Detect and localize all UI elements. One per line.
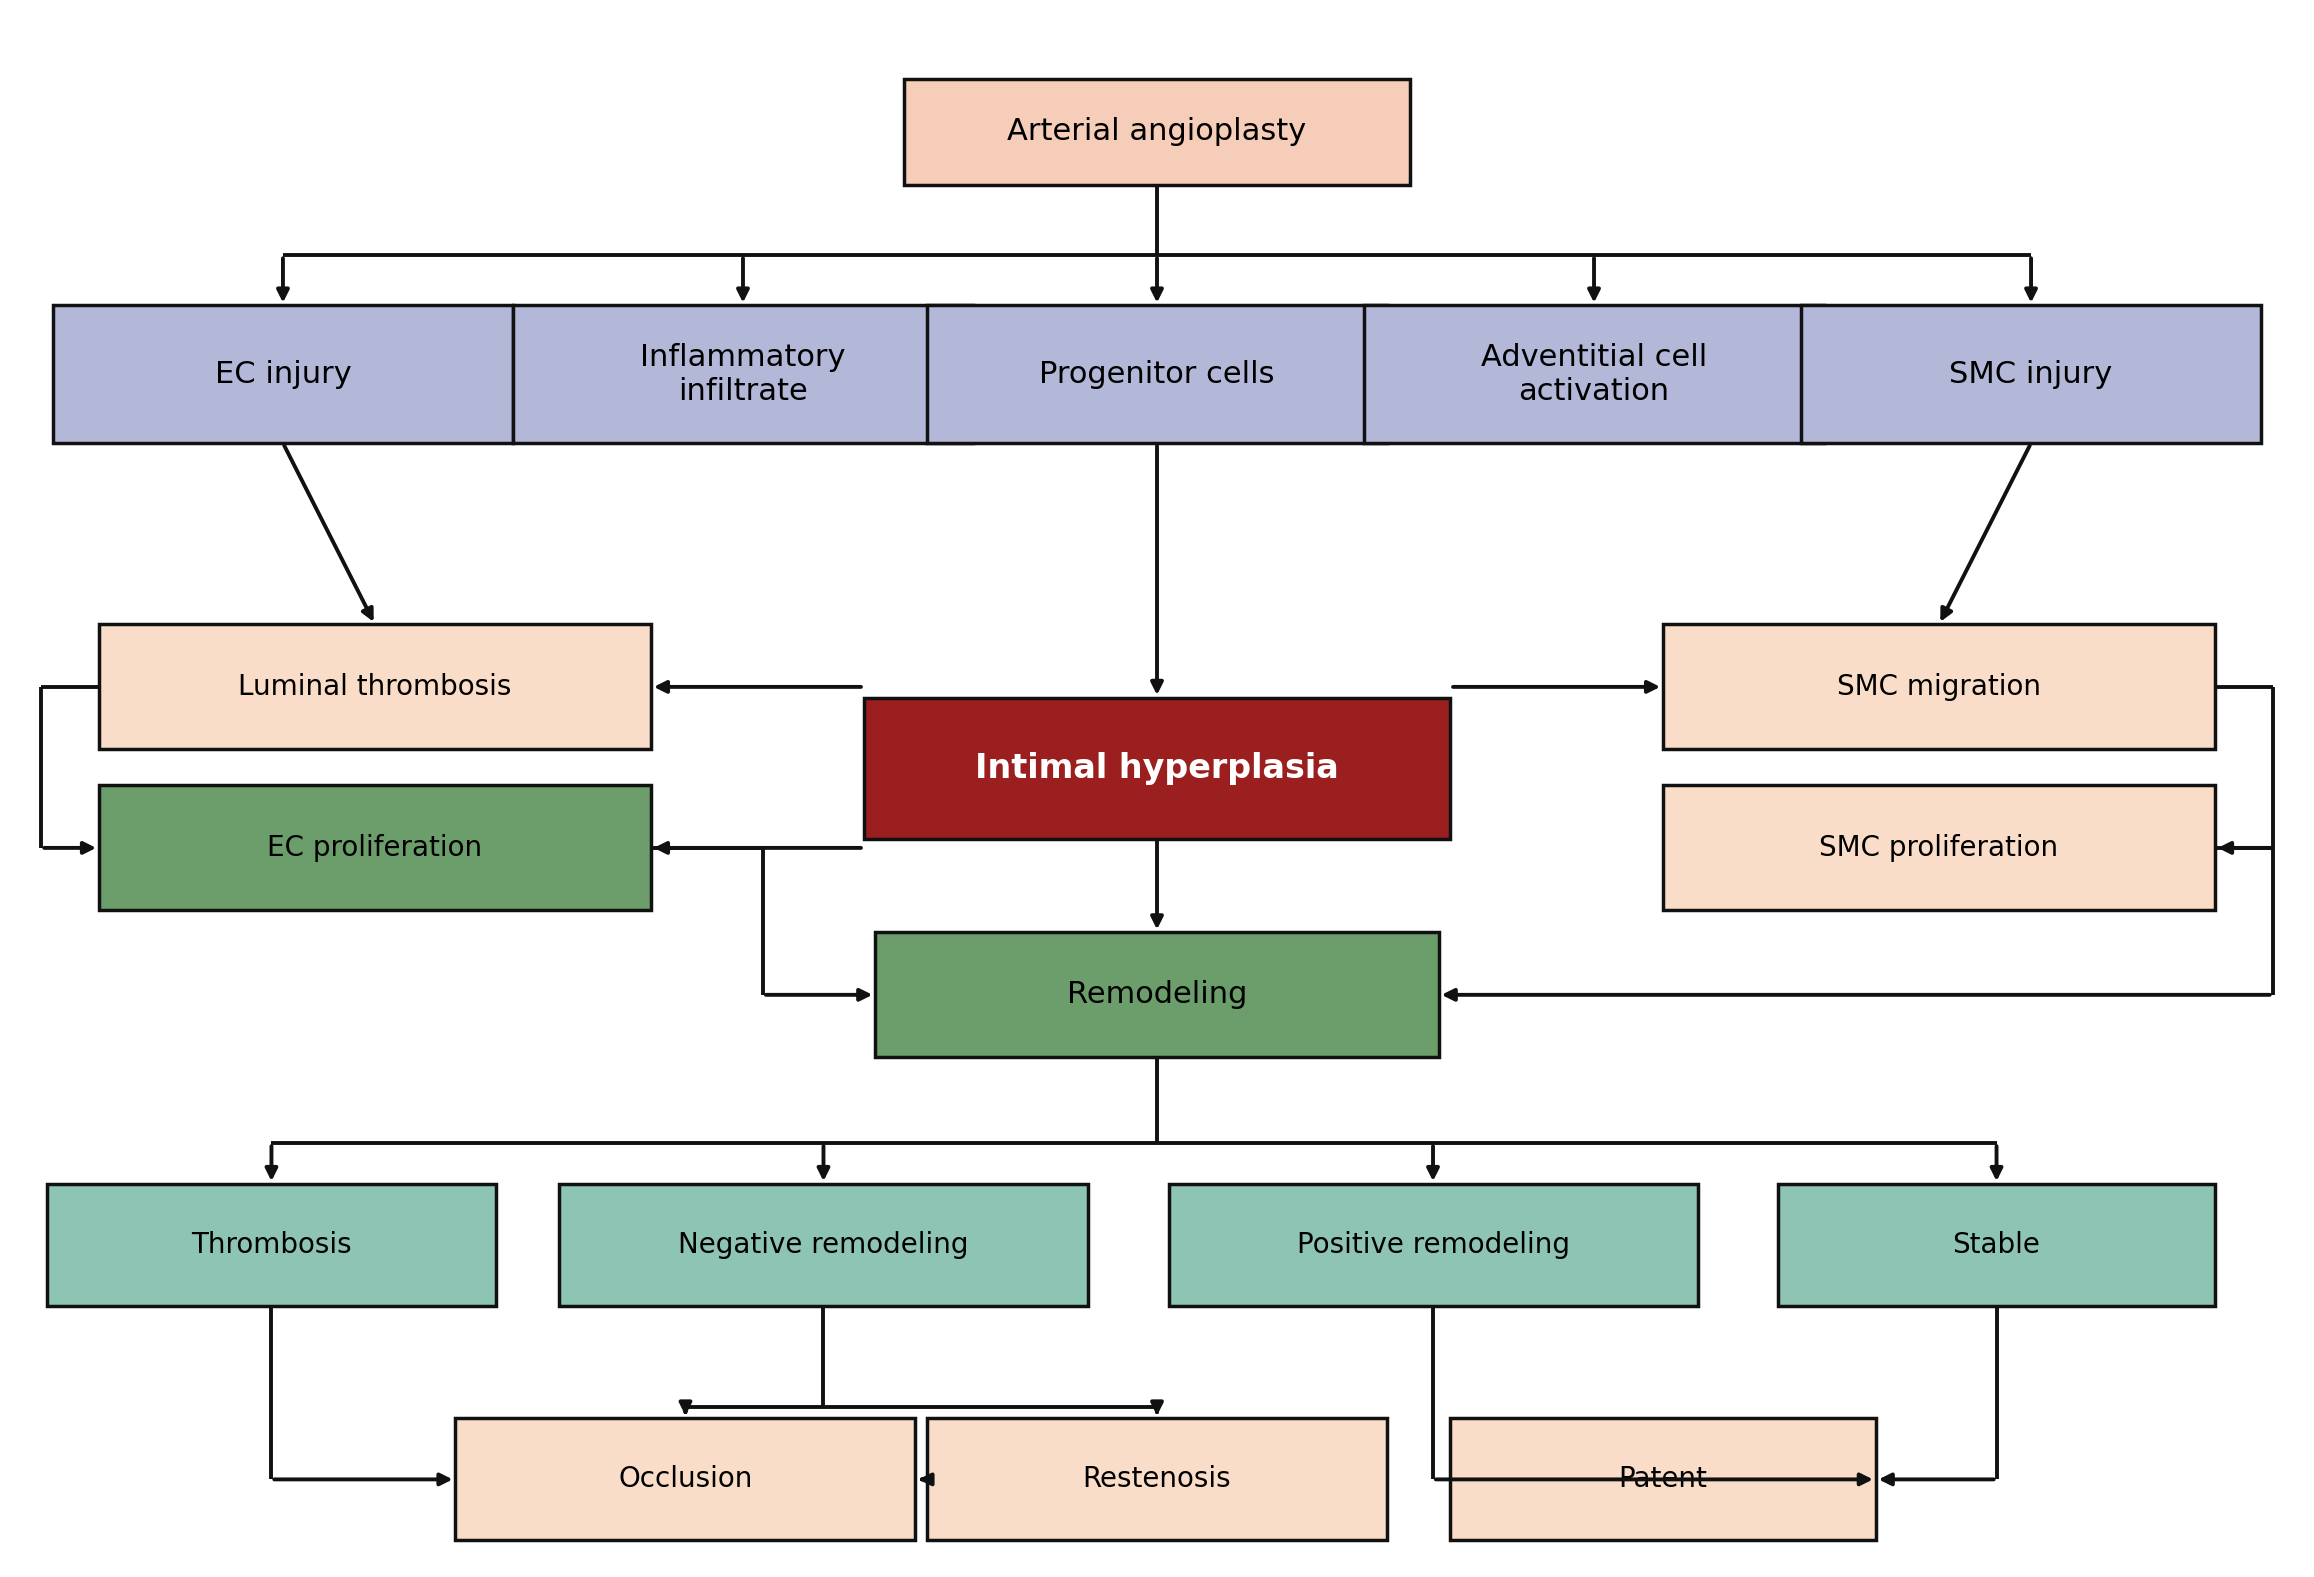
FancyBboxPatch shape <box>1169 1184 1698 1306</box>
FancyBboxPatch shape <box>1800 306 2261 443</box>
FancyBboxPatch shape <box>863 699 1451 839</box>
Text: Patent: Patent <box>1617 1465 1708 1493</box>
Text: Thrombosis: Thrombosis <box>192 1232 352 1258</box>
FancyBboxPatch shape <box>1451 1418 1877 1541</box>
Text: Arterial angioplasty: Arterial angioplasty <box>1007 118 1307 147</box>
FancyBboxPatch shape <box>1777 1184 2214 1306</box>
FancyBboxPatch shape <box>928 306 1386 443</box>
FancyBboxPatch shape <box>1664 785 2214 910</box>
Text: Progenitor cells: Progenitor cells <box>1039 360 1275 390</box>
FancyBboxPatch shape <box>53 306 514 443</box>
FancyBboxPatch shape <box>905 79 1409 185</box>
Text: Occlusion: Occlusion <box>618 1465 752 1493</box>
Text: EC injury: EC injury <box>215 360 352 390</box>
Text: Stable: Stable <box>1953 1232 2041 1258</box>
FancyBboxPatch shape <box>1363 306 1823 443</box>
FancyBboxPatch shape <box>514 306 972 443</box>
FancyBboxPatch shape <box>1664 624 2214 749</box>
FancyBboxPatch shape <box>100 624 650 749</box>
Text: Adventitial cell
activation: Adventitial cell activation <box>1481 342 1708 405</box>
Text: SMC proliferation: SMC proliferation <box>1819 834 2059 863</box>
Text: Negative remodeling: Negative remodeling <box>678 1232 970 1258</box>
FancyBboxPatch shape <box>456 1418 916 1541</box>
Text: SMC migration: SMC migration <box>1837 673 2041 700</box>
Text: Positive remodeling: Positive remodeling <box>1296 1232 1569 1258</box>
Text: EC proliferation: EC proliferation <box>268 834 484 863</box>
FancyBboxPatch shape <box>560 1184 1088 1306</box>
Text: Inflammatory
infiltrate: Inflammatory infiltrate <box>641 342 845 405</box>
Text: Luminal thrombosis: Luminal thrombosis <box>238 673 511 700</box>
Text: Intimal hyperplasia: Intimal hyperplasia <box>974 752 1340 785</box>
FancyBboxPatch shape <box>875 932 1439 1057</box>
Text: Remodeling: Remodeling <box>1067 981 1247 1009</box>
FancyBboxPatch shape <box>928 1418 1386 1541</box>
Text: Restenosis: Restenosis <box>1083 1465 1231 1493</box>
Text: SMC injury: SMC injury <box>1948 360 2113 390</box>
FancyBboxPatch shape <box>100 785 650 910</box>
FancyBboxPatch shape <box>46 1184 495 1306</box>
